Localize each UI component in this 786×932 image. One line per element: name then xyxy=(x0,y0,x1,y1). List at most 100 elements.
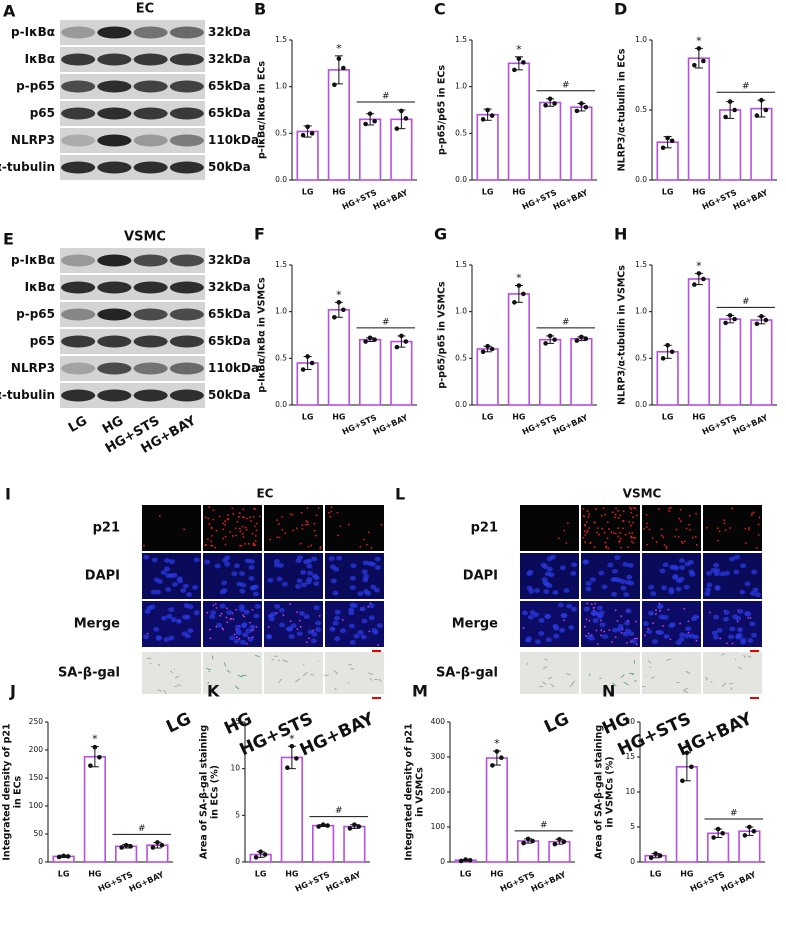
nucleus xyxy=(585,581,592,586)
cell-signal xyxy=(677,535,680,538)
y-tick-label: 0.5 xyxy=(275,128,287,137)
data-point xyxy=(305,354,310,359)
nucleus xyxy=(332,620,339,626)
nucleus xyxy=(285,626,292,632)
cell-signal xyxy=(329,515,332,518)
cell-signal xyxy=(238,515,240,518)
x-tick-label: HG+BAY xyxy=(552,188,590,212)
nucleus xyxy=(336,555,343,561)
cell-signal xyxy=(301,528,304,530)
data-point xyxy=(547,333,553,339)
stain-fiber xyxy=(255,655,260,658)
cell-signal xyxy=(209,628,211,631)
cell-signal xyxy=(308,637,310,640)
nucleus xyxy=(300,582,307,588)
y-tick-label: 0.5 xyxy=(275,353,287,362)
data-point xyxy=(372,118,377,124)
x-tick-label: HG+STS xyxy=(97,870,135,894)
x-tick-label: HG+BAY xyxy=(732,413,770,437)
cell-signal xyxy=(685,527,688,530)
cell-signal xyxy=(249,516,251,519)
nucleus xyxy=(560,613,567,618)
cell-signal xyxy=(301,524,304,526)
cell-signal xyxy=(695,639,698,642)
nucleus xyxy=(650,591,657,597)
row-label: p21 xyxy=(471,521,498,536)
nucleus xyxy=(315,627,322,633)
significance-mark: # xyxy=(742,297,750,307)
nucleus xyxy=(713,562,720,568)
nucleus xyxy=(647,610,654,616)
blot-band xyxy=(61,389,96,402)
cell-signal xyxy=(662,625,664,627)
nucleus xyxy=(349,602,356,608)
data-point xyxy=(715,826,721,832)
cell-signal xyxy=(634,507,637,510)
cell-signal xyxy=(683,607,686,610)
stain-fiber xyxy=(226,669,231,673)
blot-band xyxy=(97,80,132,93)
cell-signal xyxy=(269,538,272,541)
nucleus xyxy=(241,622,248,627)
nucleus xyxy=(175,618,182,624)
stain-fiber xyxy=(569,683,574,687)
stain-fiber xyxy=(666,658,672,661)
cell-signal xyxy=(255,529,258,532)
y-tick-label: 0.0 xyxy=(275,400,287,409)
nucleus xyxy=(585,586,592,592)
y-tick-label: 1.5 xyxy=(455,35,467,44)
nucleus xyxy=(610,577,617,582)
nucleus xyxy=(538,617,545,623)
cell-signal xyxy=(620,546,622,549)
cell-signal xyxy=(594,521,596,524)
cell-signal xyxy=(586,529,589,532)
cell-signal xyxy=(296,611,299,614)
significance-mark: * xyxy=(92,733,98,746)
cell-signal xyxy=(212,509,215,512)
nucleus xyxy=(592,618,599,623)
data-point xyxy=(759,97,764,103)
cell-signal xyxy=(595,629,598,632)
cell-signal xyxy=(629,524,632,527)
cell-signal xyxy=(588,513,591,516)
nucleus xyxy=(706,582,713,588)
cell-signal xyxy=(582,507,585,510)
data-point xyxy=(92,744,98,750)
cell-signal xyxy=(587,515,590,518)
nucleus xyxy=(204,559,211,565)
cell-signal xyxy=(631,521,634,524)
y-axis-label: NLRP3/α-tubulin in ECs xyxy=(617,48,628,171)
x-tick-label: LG xyxy=(662,188,674,197)
nucleus xyxy=(219,603,226,609)
nucleus xyxy=(528,589,535,594)
nucleus xyxy=(734,554,741,560)
bar xyxy=(719,109,742,181)
stain-fiber xyxy=(729,682,734,685)
nucleus xyxy=(187,628,194,634)
blot-label: p65 xyxy=(30,334,55,348)
data-point xyxy=(574,338,580,343)
nucleus xyxy=(611,591,618,597)
stain-fiber xyxy=(234,685,240,690)
stain-fiber xyxy=(705,676,708,681)
cell-signal xyxy=(603,630,606,633)
cell-signal xyxy=(234,527,237,530)
y-tick-label: 20 xyxy=(625,717,635,726)
significance-mark: * xyxy=(516,43,522,56)
nucleus xyxy=(234,563,241,569)
nucleus xyxy=(630,639,637,644)
cell-signal xyxy=(330,510,333,513)
nucleus xyxy=(737,609,744,614)
cell-signal xyxy=(276,536,279,539)
cell-signal xyxy=(250,520,252,522)
bar xyxy=(570,106,593,181)
panel-letter: G xyxy=(434,225,447,244)
cell-signal xyxy=(645,513,648,516)
cell-signal xyxy=(588,527,591,529)
x-tick-label: HG+STS xyxy=(689,870,727,894)
blot-label: p-IκBα xyxy=(11,253,55,267)
cell-signal xyxy=(252,629,255,631)
row-label: Merge xyxy=(74,617,120,632)
panel-letter: L xyxy=(395,485,405,504)
data-point xyxy=(128,844,133,849)
